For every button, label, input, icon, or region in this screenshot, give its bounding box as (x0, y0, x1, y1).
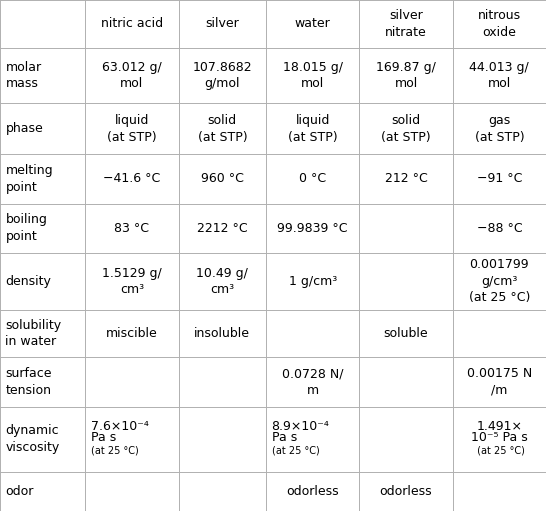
Text: miscible: miscible (106, 327, 158, 340)
Text: silver: silver (205, 17, 239, 30)
Text: density: density (5, 275, 51, 288)
Text: 63.012 g/
mol: 63.012 g/ mol (102, 61, 162, 90)
Text: nitric acid: nitric acid (101, 17, 163, 30)
Text: 83 °C: 83 °C (115, 222, 150, 235)
Text: dynamic
viscosity: dynamic viscosity (5, 424, 60, 454)
Text: nitrous
oxide: nitrous oxide (478, 9, 521, 38)
Text: water: water (295, 17, 331, 30)
Text: odor: odor (5, 485, 34, 498)
Text: odorless: odorless (287, 485, 339, 498)
Text: 10⁻⁵ Pa s: 10⁻⁵ Pa s (471, 431, 528, 444)
Text: 212 °C: 212 °C (385, 172, 428, 185)
Text: 18.015 g/
mol: 18.015 g/ mol (283, 61, 343, 90)
Text: (at 25 °C): (at 25 °C) (91, 445, 139, 455)
Text: (at 25 °C): (at 25 °C) (474, 445, 525, 455)
Text: 0.0728 N/
m: 0.0728 N/ m (282, 367, 343, 397)
Text: soluble: soluble (384, 327, 429, 340)
Text: 10.49 g/
cm³: 10.49 g/ cm³ (197, 267, 248, 296)
Text: 44.013 g/
mol: 44.013 g/ mol (470, 61, 529, 90)
Text: silver
nitrate: silver nitrate (385, 9, 427, 38)
Text: 169.87 g/
mol: 169.87 g/ mol (376, 61, 436, 90)
Text: liquid
(at STP): liquid (at STP) (107, 114, 157, 144)
Text: solid
(at STP): solid (at STP) (198, 114, 247, 144)
Text: 8.9×10⁻⁴: 8.9×10⁻⁴ (271, 420, 329, 433)
Text: 99.9839 °C: 99.9839 °C (277, 222, 348, 235)
Text: Pa s: Pa s (271, 431, 297, 444)
Text: 0 °C: 0 °C (299, 172, 327, 185)
Text: 2212 °C: 2212 °C (197, 222, 248, 235)
Text: boiling
point: boiling point (5, 214, 48, 243)
Text: molar
mass: molar mass (5, 61, 41, 90)
Text: −88 °C: −88 °C (477, 222, 522, 235)
Text: insoluble: insoluble (194, 327, 250, 340)
Text: (at 25 °C): (at 25 °C) (271, 445, 319, 455)
Text: Pa s: Pa s (91, 431, 116, 444)
Text: 0.00175 N
/m: 0.00175 N /m (467, 367, 532, 397)
Text: solubility
in water: solubility in water (5, 319, 62, 349)
Text: 0.001799
g/cm³
(at 25 °C): 0.001799 g/cm³ (at 25 °C) (468, 259, 530, 305)
Text: 7.6×10⁻⁴: 7.6×10⁻⁴ (91, 420, 149, 433)
Text: phase: phase (5, 122, 43, 135)
Text: melting
point: melting point (5, 164, 53, 194)
Text: 960 °C: 960 °C (201, 172, 244, 185)
Text: odorless: odorless (379, 485, 432, 498)
Text: 1.491×: 1.491× (476, 420, 523, 433)
Text: 1.5129 g/
cm³: 1.5129 g/ cm³ (102, 267, 162, 296)
Text: solid
(at STP): solid (at STP) (381, 114, 431, 144)
Text: liquid
(at STP): liquid (at STP) (288, 114, 337, 144)
Text: 107.8682
g/mol: 107.8682 g/mol (193, 61, 252, 90)
Text: gas
(at STP): gas (at STP) (474, 114, 524, 144)
Text: surface
tension: surface tension (5, 367, 52, 397)
Text: −41.6 °C: −41.6 °C (103, 172, 161, 185)
Text: −91 °C: −91 °C (477, 172, 522, 185)
Text: 1 g/cm³: 1 g/cm³ (289, 275, 337, 288)
